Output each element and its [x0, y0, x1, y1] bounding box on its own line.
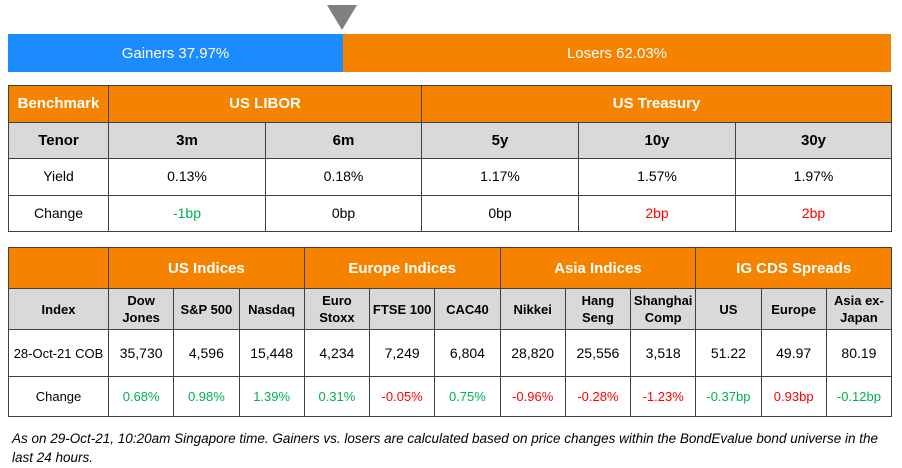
- index-value: 4,596: [173, 329, 240, 377]
- change-value: 2bp: [735, 194, 893, 233]
- benchmark-header: Benchmark: [8, 85, 109, 123]
- footnote: As on 29-Oct-21, 10:20am Singapore time.…: [12, 431, 879, 465]
- index-change: 0.31%: [303, 376, 371, 417]
- index-name: Shanghai Comp: [630, 288, 697, 330]
- index-name: S&P 500: [173, 288, 240, 330]
- index-name-line: Euro: [322, 293, 352, 308]
- index-name-line: Shanghai: [633, 293, 693, 308]
- index-value: 51.22: [695, 329, 762, 377]
- index-name-line: Asia ex-: [834, 293, 884, 308]
- yield-value: 1.97%: [735, 158, 893, 196]
- yield-value: 1.17%: [421, 158, 580, 196]
- treasury-header: US Treasury: [421, 85, 893, 123]
- index-name-line: Jones: [122, 310, 160, 325]
- index-value: 49.97: [760, 329, 827, 377]
- index-value: 25,556: [564, 329, 632, 377]
- index-name: Nikkei: [499, 288, 566, 330]
- yield-value: 1.57%: [578, 158, 737, 196]
- change-value: 0bp: [421, 194, 580, 233]
- index-value: 3,518: [630, 329, 697, 377]
- index-name-line: Japan: [840, 310, 878, 325]
- date-label: 28-Oct-21 COB: [8, 329, 109, 377]
- index-value: 4,234: [303, 329, 371, 377]
- index-value: 7,249: [369, 329, 436, 377]
- index-name-line: Stoxx: [319, 310, 355, 325]
- index-change: 0.98%: [173, 376, 240, 417]
- index-name-line: Comp: [644, 310, 682, 325]
- index-value: 28,820: [499, 329, 566, 377]
- group-header: IG CDS Spreads: [695, 247, 893, 289]
- libor-header: US LIBOR: [107, 85, 423, 123]
- index-value: 80.19: [825, 329, 893, 377]
- index-name-line: S&P 500: [180, 301, 233, 317]
- index-change: 1.39%: [238, 376, 305, 417]
- gainers-losers-bar: Gainers 37.97% Losers 62.03%: [8, 34, 891, 72]
- index-change: 0.93bp: [760, 376, 827, 417]
- group-header: US Indices: [108, 247, 305, 289]
- index-value: 15,448: [238, 329, 305, 377]
- change-value: -1bp: [108, 194, 266, 233]
- index-change: -0.12bp: [825, 376, 893, 417]
- tenor: 5y: [421, 121, 580, 160]
- index-name-line: Hang: [581, 293, 615, 308]
- index-name: US: [695, 288, 762, 330]
- losers-segment: Losers 62.03%: [343, 34, 891, 72]
- index-change: 0.68%: [107, 376, 175, 417]
- yield-value: 0.13%: [108, 158, 266, 196]
- change-label: Change: [8, 376, 109, 417]
- indices-table: US Indices Europe Indices Asia Indices I…: [8, 247, 893, 417]
- index-change: -0.05%: [369, 376, 436, 417]
- index-change: -0.28%: [564, 376, 632, 417]
- rates-table: Benchmark US LIBOR US Treasury Tenor 3m …: [8, 85, 893, 233]
- index-name: Nasdaq: [238, 288, 305, 330]
- index-name-line: Nasdaq: [248, 301, 296, 317]
- index-value: 6,804: [434, 329, 501, 377]
- yield-label: Yield: [8, 158, 109, 196]
- index-value: 35,730: [107, 329, 175, 377]
- index-name: CAC40: [434, 288, 501, 330]
- group-header: Europe Indices: [303, 247, 501, 289]
- index-name-line: FTSE 100: [372, 301, 432, 317]
- index-name-line: Seng: [582, 310, 614, 325]
- change-label: Change: [8, 194, 109, 233]
- index-name: Dow Jones: [107, 288, 175, 330]
- index-name: Euro Stoxx: [303, 288, 371, 330]
- tenor: 30y: [735, 121, 893, 160]
- breadth-marker-icon: [327, 5, 357, 30]
- index-change: -1.23%: [630, 376, 697, 417]
- index-name: Asia ex- Japan: [825, 288, 893, 330]
- tenor: 6m: [264, 121, 423, 160]
- gainers-segment: Gainers 37.97%: [8, 34, 343, 72]
- tenor: 10y: [578, 121, 737, 160]
- tenor-label: Tenor: [8, 121, 109, 160]
- index-name: FTSE 100: [369, 288, 436, 330]
- change-value: 0bp: [264, 194, 423, 233]
- index-name-line: Dow: [127, 293, 155, 308]
- index-label: Index: [8, 288, 109, 330]
- index-name: Europe: [760, 288, 827, 330]
- index-name-line: Nikkei: [513, 301, 552, 317]
- index-name: Hang Seng: [564, 288, 632, 330]
- yield-value: 0.18%: [264, 158, 423, 196]
- index-name-line: Europe: [771, 301, 817, 317]
- change-value: 2bp: [578, 194, 737, 233]
- index-change: 0.75%: [434, 376, 501, 417]
- tenor: 3m: [108, 121, 266, 160]
- index-change: -0.37bp: [695, 376, 762, 417]
- group-header: Asia Indices: [499, 247, 697, 289]
- index-name-line: CAC40: [446, 301, 489, 317]
- index-change: -0.96%: [499, 376, 566, 417]
- index-name-line: US: [719, 301, 738, 317]
